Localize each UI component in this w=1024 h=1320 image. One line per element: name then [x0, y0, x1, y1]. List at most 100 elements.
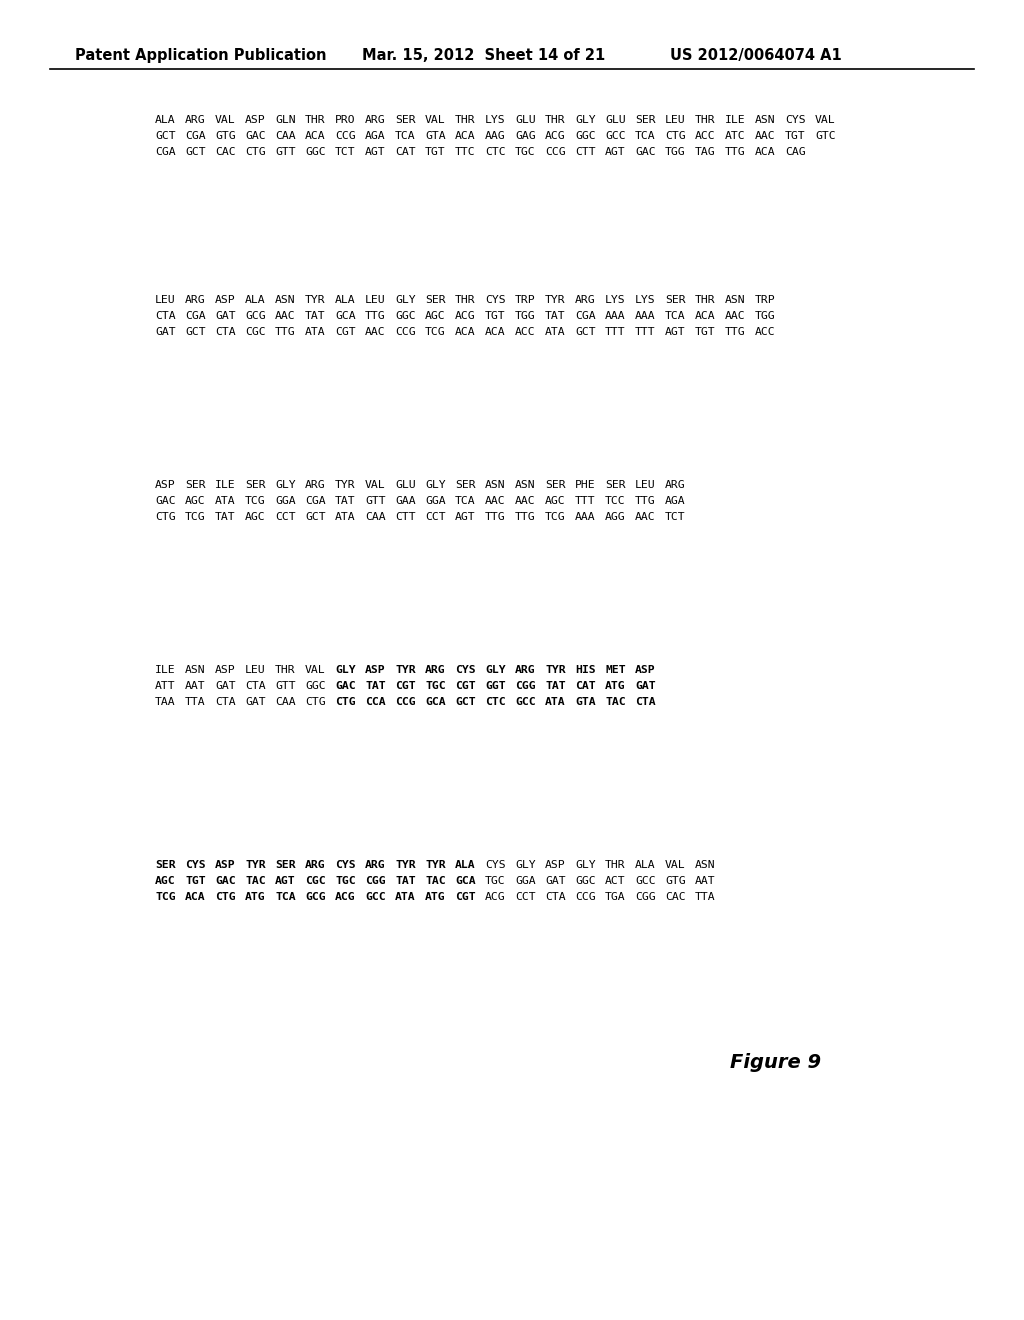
Text: ARG: ARG [365, 861, 386, 870]
Text: CCG: CCG [395, 697, 416, 708]
Text: AGA: AGA [365, 131, 386, 141]
Text: ARG: ARG [575, 294, 596, 305]
Text: SER: SER [275, 861, 296, 870]
Text: TTG: TTG [365, 312, 386, 321]
Text: GCA: GCA [455, 876, 475, 886]
Text: GAG: GAG [515, 131, 536, 141]
Text: GCC: GCC [605, 131, 626, 141]
Text: CCT: CCT [515, 892, 536, 902]
Text: TAT: TAT [545, 681, 565, 690]
Text: GTT: GTT [275, 681, 296, 690]
Text: AGC: AGC [545, 496, 565, 506]
Text: ASP: ASP [215, 861, 236, 870]
Text: TCA: TCA [275, 892, 296, 902]
Text: GGA: GGA [515, 876, 536, 886]
Text: GAT: GAT [635, 681, 655, 690]
Text: TGT: TGT [485, 312, 506, 321]
Text: SER: SER [665, 294, 686, 305]
Text: CGC: CGC [305, 876, 326, 886]
Text: TGG: TGG [515, 312, 536, 321]
Text: CTG: CTG [335, 697, 355, 708]
Text: GLY: GLY [575, 115, 596, 125]
Text: TGC: TGC [425, 681, 445, 690]
Text: SER: SER [395, 115, 416, 125]
Text: AGC: AGC [155, 876, 176, 886]
Text: TYR: TYR [305, 294, 326, 305]
Text: AAC: AAC [365, 327, 386, 337]
Text: THR: THR [695, 294, 716, 305]
Text: CGT: CGT [455, 892, 475, 902]
Text: VAL: VAL [815, 115, 836, 125]
Text: TTG: TTG [515, 512, 536, 521]
Text: CGG: CGG [515, 681, 536, 690]
Text: CTT: CTT [575, 147, 596, 157]
Text: TGG: TGG [755, 312, 775, 321]
Text: AGC: AGC [185, 496, 206, 506]
Text: TAT: TAT [395, 876, 416, 886]
Text: GGC: GGC [305, 147, 326, 157]
Text: GLU: GLU [605, 115, 626, 125]
Text: CCG: CCG [575, 892, 596, 902]
Text: TCG: TCG [425, 327, 445, 337]
Text: ALA: ALA [245, 294, 265, 305]
Text: CGT: CGT [395, 681, 416, 690]
Text: MET: MET [605, 665, 626, 675]
Text: ASN: ASN [755, 115, 775, 125]
Text: ATG: ATG [425, 892, 445, 902]
Text: THR: THR [695, 115, 716, 125]
Text: SER: SER [455, 480, 475, 490]
Text: CYS: CYS [485, 861, 506, 870]
Text: TYR: TYR [335, 480, 355, 490]
Text: ARG: ARG [425, 665, 445, 675]
Text: CAT: CAT [575, 681, 596, 690]
Text: CYS: CYS [785, 115, 806, 125]
Text: GCT: GCT [155, 131, 176, 141]
Text: GTA: GTA [575, 697, 596, 708]
Text: CTA: CTA [155, 312, 176, 321]
Text: TGG: TGG [665, 147, 686, 157]
Text: GLN: GLN [275, 115, 296, 125]
Text: GTG: GTG [215, 131, 236, 141]
Text: TTC: TTC [455, 147, 475, 157]
Text: ARG: ARG [665, 480, 686, 490]
Text: GGC: GGC [305, 681, 326, 690]
Text: TTG: TTG [275, 327, 296, 337]
Text: GLU: GLU [515, 115, 536, 125]
Text: ACC: ACC [695, 131, 716, 141]
Text: AAC: AAC [485, 496, 506, 506]
Text: CYS: CYS [485, 294, 506, 305]
Text: TAT: TAT [305, 312, 326, 321]
Text: CAG: CAG [785, 147, 806, 157]
Text: ACG: ACG [545, 131, 565, 141]
Text: CTC: CTC [485, 697, 506, 708]
Text: ARG: ARG [365, 115, 386, 125]
Text: GAT: GAT [545, 876, 565, 886]
Text: CAA: CAA [275, 131, 296, 141]
Text: SER: SER [635, 115, 655, 125]
Text: TAG: TAG [695, 147, 716, 157]
Text: AAA: AAA [605, 312, 626, 321]
Text: ASN: ASN [275, 294, 296, 305]
Text: CTG: CTG [305, 697, 326, 708]
Text: THR: THR [545, 115, 565, 125]
Text: AAG: AAG [485, 131, 506, 141]
Text: AAA: AAA [575, 512, 596, 521]
Text: CYS: CYS [335, 861, 355, 870]
Text: ATT: ATT [155, 681, 176, 690]
Text: LEU: LEU [155, 294, 176, 305]
Text: CTG: CTG [215, 892, 236, 902]
Text: VAL: VAL [305, 665, 326, 675]
Text: THR: THR [455, 294, 475, 305]
Text: GCT: GCT [455, 697, 475, 708]
Text: TGC: TGC [515, 147, 536, 157]
Text: GTA: GTA [425, 131, 445, 141]
Text: CTG: CTG [245, 147, 265, 157]
Text: ASN: ASN [185, 665, 206, 675]
Text: GGC: GGC [575, 131, 596, 141]
Text: SER: SER [185, 480, 206, 490]
Text: GCG: GCG [305, 892, 326, 902]
Text: GLU: GLU [395, 480, 416, 490]
Text: TCT: TCT [335, 147, 355, 157]
Text: GCT: GCT [185, 147, 206, 157]
Text: CCT: CCT [275, 512, 296, 521]
